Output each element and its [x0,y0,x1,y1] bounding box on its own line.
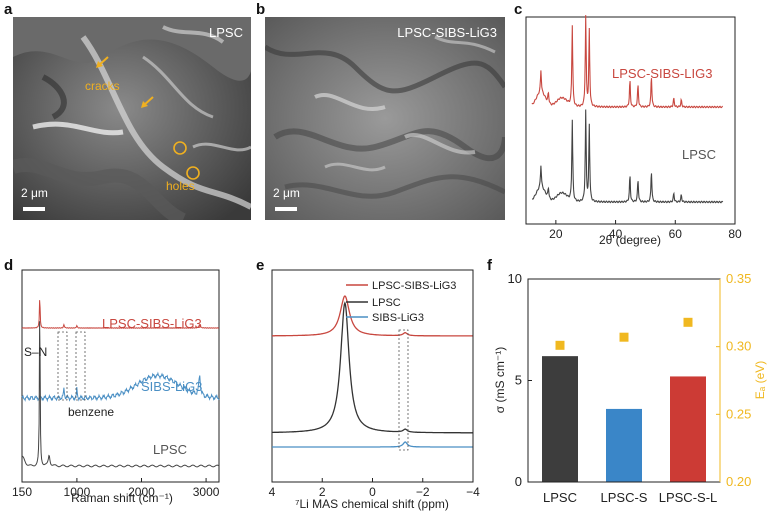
annotation-sn: S–N [24,345,47,359]
xrd-xtick-label: 80 [728,227,742,241]
xrd-xtick-label: 60 [669,227,683,241]
raman-label-lpsc: LPSC [153,442,187,457]
raman-xtick-label: 2000 [128,485,155,499]
f-ytick-right-label: 0.25 [726,406,751,421]
scalebar-label-b: 2 μm [273,186,300,200]
nmr-xtick-label: 0 [369,485,376,499]
ea-point-lpsc-s [619,332,629,342]
nmr-xlabel: ⁷Li MAS chemical shift (ppm) [295,497,449,511]
nmr-series-lpsc [272,301,473,434]
xrd-series-lpsc [532,109,724,204]
f-ylabel-left: σ (mS cm⁻¹) [493,347,507,413]
annotation-benzene: benzene [68,405,114,419]
raman-box-benzene [75,331,86,401]
nmr-box [398,329,409,451]
nmr-series-sibs-lig3 [272,441,473,448]
panel-label-b: b [256,1,266,18]
legend-label-lpsc-sibs-lig3: LPSC-SIBS-LiG3 [372,280,456,292]
raman-label-lpsc-sibs-lig3: LPSC-SIBS-LiG3 [102,316,202,331]
annotation-cracks: cracks [85,79,120,93]
nmr-chart: 4 2 0 −2 −4 LPSC-SIBS-LiG3 LPSC SIBS-LiG3 ⁷L… [269,269,480,511]
nmr-xtick-label: −4 [466,485,480,499]
scalebar-label-a: 2 μm [21,186,48,200]
f-xtick-label: LPSC-S-L [659,490,718,505]
f-ytick-right-label: 0.20 [726,474,751,489]
panel-label-a: a [4,1,13,18]
f-xtick-label: LPSC-S [601,490,648,505]
f-ytick-left-label: 10 [508,271,522,286]
xrd-label-lpsc-sibs-lig3: LPSC-SIBS-LIG3 [612,66,712,81]
f-ytick-right-label: 0.35 [726,271,751,286]
f-ytick-right-label: 0.30 [726,339,751,354]
raman-series-sibs-lig3 [21,371,220,403]
f-xtick-label: LPSC [543,490,577,505]
sem-image-lpsc-sibs-lig3: LPSC-SIBS-LiG3 2 μm [265,17,505,220]
raman-xlabel: Raman shift (cm⁻¹) [71,491,173,505]
legend-label-sibs-lig3: SIBS-LiG3 [372,312,424,324]
annotation-holes: holes [166,179,195,193]
panel-label-e: e [256,257,265,274]
ea-point-lpsc-s-l [683,317,693,327]
sem-image-lpsc: LPSC cracks holes 2 μm [13,17,251,220]
bar-lpsc-s [606,408,642,482]
panel-label-c: c [514,1,523,18]
legend-label-lpsc: LPSC [372,297,401,309]
f-ylabel-right: Eₐ (eV) [753,361,767,399]
raman-chart: 150 1000 2000 3000 S–N benzene LPSC-SIBS-Li… [12,269,220,505]
xrd-series-lpsc-sibs-lig3 [531,15,723,109]
panel-label-f: f [487,257,492,274]
nmr-xtick-label: 2 [319,485,326,499]
f-ytick-left-label: 0 [515,474,522,489]
raman-box-sn [57,331,68,401]
raman-series-lpsc-sibs-lig3 [21,300,219,329]
panel-label-d: d [4,257,14,274]
xrd-label-lpsc: LPSC [682,147,716,162]
sem-label-lpsc: LPSC [209,25,243,40]
nmr-series-lpsc-sibs-lig3 [272,295,473,337]
nmr-xtick-label: −2 [416,485,430,499]
raman-series-lpsc [21,321,220,468]
raman-xtick-label: 150 [12,485,32,499]
nmr-legend: LPSC-SIBS-LiG3 LPSC SIBS-LiG3 [346,280,456,324]
bar-lpsc-s-l [670,376,706,482]
raman-xtick-label: 1000 [64,485,91,499]
ea-point-lpsc [555,340,565,350]
xrd-xlabel: 2θ (degree) [599,233,661,247]
nmr-xtick-label: 4 [269,485,276,499]
xrd-xtick-label: 40 [609,227,623,241]
bar-lpsc [542,356,578,482]
xrd-chart: 20 40 60 80 LPSC-SIBS-LIG3 LPSC 2θ (degree) [525,15,742,247]
raman-label-sibs-lig3: SIBS-LiG3 [141,379,202,394]
conductivity-chart: 0 5 10 0.20 0.25 0.30 0.35 LPSC LPSC-S LPSC-S-L… [493,271,767,505]
f-ytick-left-label: 5 [515,373,522,388]
raman-xtick-label: 3000 [193,485,220,499]
xrd-xtick-label: 20 [549,227,563,241]
sem-label-lpsc-sibs-lig3: LPSC-SIBS-LiG3 [397,25,497,40]
